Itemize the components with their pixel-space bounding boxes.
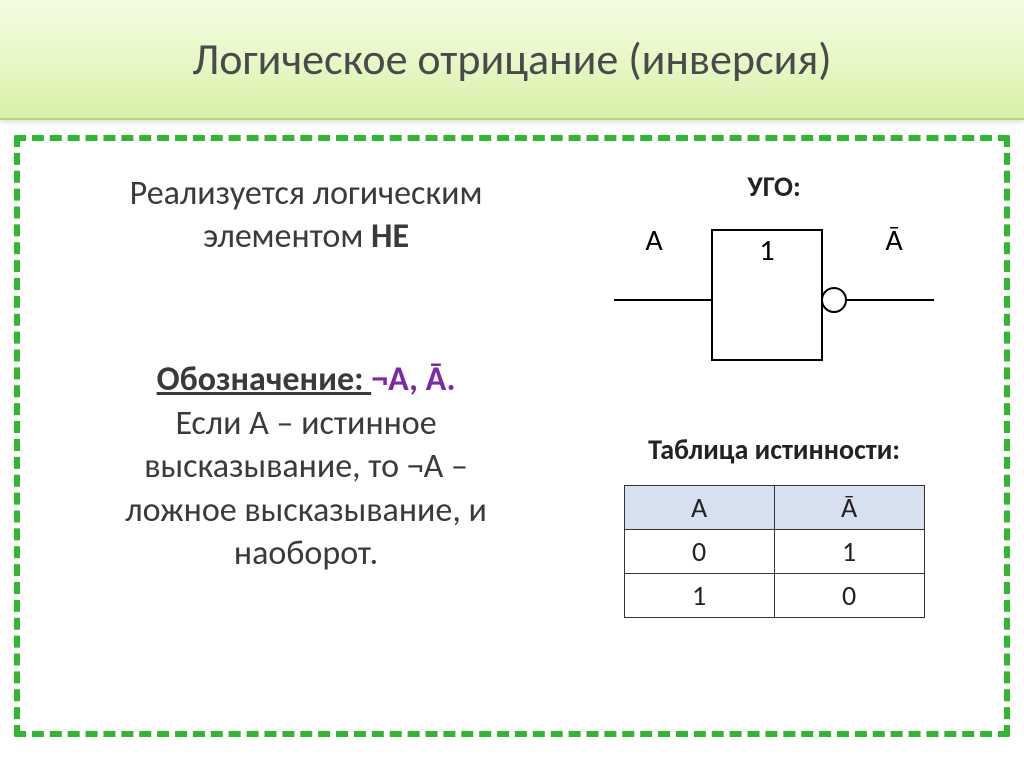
truth-table-title: Таблица истинности:	[648, 432, 900, 467]
slide-title: Логическое отрицание (инверсия)	[192, 32, 831, 86]
ugo-output-label: Ā	[885, 222, 903, 259]
left-column: Реализуется логическим элементом НЕ Обоз…	[44, 167, 568, 705]
truth-table-header-row: А Ā	[624, 486, 924, 530]
notation-desc-1: Если А – истинное	[44, 402, 568, 446]
truth-cell: 1	[624, 574, 774, 618]
intro-line1: Реализуется логическим	[44, 173, 568, 216]
notation-desc-2: высказывание, то ¬А –	[44, 445, 568, 489]
notation-label: Обозначение:	[157, 359, 372, 400]
notation-block: Обозначение: ¬А, Ā. Если А – истинное вы…	[44, 358, 568, 576]
two-column-layout: Реализуется логическим элементом НЕ Обоз…	[44, 167, 980, 705]
ugo-title: УГО:	[747, 169, 800, 204]
ugo-gate-symbol: 1	[759, 232, 774, 269]
truth-table: А Ā 0 1 1 0	[624, 485, 925, 618]
notation-line: Обозначение: ¬А, Ā.	[44, 358, 568, 402]
truth-col-abar: Ā	[774, 486, 924, 530]
truth-row-1: 1 0	[624, 574, 924, 618]
slide-header: Логическое отрицание (инверсия)	[0, 0, 1024, 120]
intro-element: НЕ	[371, 216, 409, 257]
ugo-inversion-bubble	[822, 288, 846, 312]
truth-col-a: А	[624, 486, 774, 530]
notation-desc-4: наоборот.	[44, 532, 568, 576]
ugo-input-label: А	[645, 222, 663, 259]
notation-value: ¬А, Ā.	[371, 359, 455, 400]
notation-desc-3: ложное высказывание, и	[44, 489, 568, 533]
ugo-diagram: А Ā 1	[594, 210, 954, 370]
intro-text: Реализуется логическим элементом НЕ	[44, 173, 568, 258]
truth-row-0: 0 1	[624, 530, 924, 574]
right-column: УГО: А Ā 1 Таблица истинности: А Ā	[568, 167, 980, 705]
truth-cell: 0	[774, 574, 924, 618]
truth-cell: 1	[774, 530, 924, 574]
intro-line2-prefix: элементом	[203, 216, 371, 257]
content-frame: Реализуется логическим элементом НЕ Обоз…	[14, 135, 1010, 737]
truth-cell: 0	[624, 530, 774, 574]
